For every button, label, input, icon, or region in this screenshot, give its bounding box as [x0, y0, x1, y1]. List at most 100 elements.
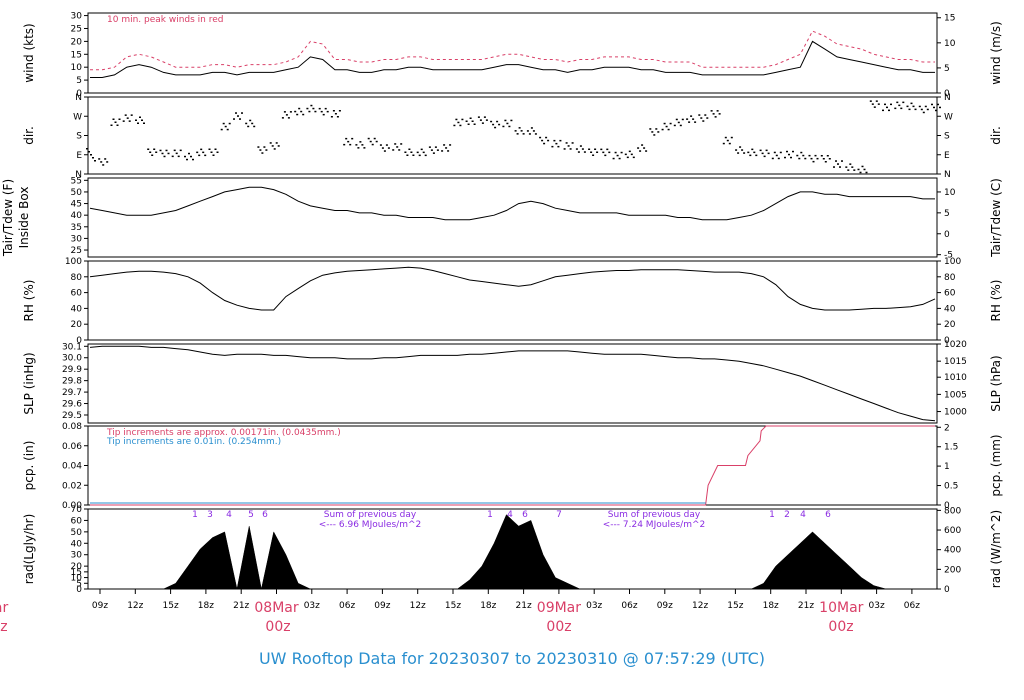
dir-point: [837, 163, 839, 165]
dir-point: [920, 108, 923, 111]
dir-point: [198, 154, 201, 157]
dir-point: [553, 139, 556, 142]
dir-point: [822, 158, 825, 160]
y-tick-label-right: 5: [944, 64, 950, 74]
dir-point: [665, 125, 668, 128]
dir-point: [655, 128, 658, 130]
dir-point: [702, 120, 705, 122]
dir-point: [686, 118, 689, 120]
dir-point: [790, 156, 792, 159]
dir-point: [494, 126, 497, 129]
x-tick-label: 09z: [92, 601, 108, 611]
y-tick-label-left: S: [76, 132, 82, 142]
y-tick-label-left: 60: [71, 289, 83, 299]
dir-point: [765, 149, 768, 152]
dir-point: [196, 151, 199, 154]
dir-point: [828, 158, 831, 160]
dir-point: [361, 144, 364, 146]
dir-point: [90, 154, 92, 156]
dir-point: [614, 151, 617, 154]
dir-point: [106, 161, 109, 163]
x-tick-label: 06z: [621, 601, 637, 611]
dir-point: [581, 148, 584, 150]
series-line: [89, 345, 936, 422]
y-tick-label-right: 200: [944, 565, 961, 575]
y-tick-label-right: 20: [944, 320, 956, 330]
rad-hour-mark: 6: [522, 510, 528, 520]
x-tick-label: 03z: [586, 601, 602, 611]
y-tick-label-left: 60: [71, 516, 83, 526]
dir-point: [432, 152, 435, 154]
y-axis-label-left: RH (%): [22, 280, 36, 322]
dir-point: [418, 154, 421, 157]
dir-point: [618, 157, 621, 160]
y-tick-label-left: N: [75, 170, 82, 180]
series-area: [90, 514, 935, 590]
dir-point: [726, 139, 729, 142]
y-tick-label-right: S: [944, 132, 950, 142]
dir-point: [490, 120, 493, 123]
dir-point: [588, 148, 591, 150]
dir-point: [116, 124, 119, 126]
dir-point: [637, 147, 640, 149]
x-tick-label: 12z: [127, 601, 143, 611]
series-line: [90, 40, 935, 78]
dir-point: [186, 158, 188, 161]
annotation-text: 10 min. peak winds in red: [107, 15, 224, 25]
dir-point: [616, 154, 619, 157]
dir-point: [875, 100, 878, 102]
series-line: [90, 425, 935, 506]
x-tick-label: 03z: [304, 601, 320, 611]
dir-point: [784, 156, 786, 159]
dir-point: [212, 154, 215, 156]
y-tick-label-left: 10: [71, 574, 83, 584]
dir-point: [543, 142, 546, 145]
dir-point: [467, 123, 470, 125]
rad-hour-mark: 1: [192, 510, 198, 520]
dir-point: [939, 106, 941, 109]
dir-point: [539, 136, 542, 139]
dir-point: [557, 145, 560, 148]
dir-point: [126, 117, 129, 119]
y-tick-label-right: 0: [944, 230, 950, 240]
dir-point: [522, 133, 525, 135]
dir-point: [798, 157, 801, 160]
dir-point: [387, 147, 390, 149]
rad-hour-mark: 4: [226, 510, 232, 520]
dir-point: [322, 113, 325, 116]
y-tick-label-left: 20: [71, 562, 83, 572]
dir-point: [888, 109, 890, 112]
y-tick-label-left: 20: [71, 320, 83, 330]
dir-point: [202, 151, 205, 154]
rad-hour-mark: 4: [800, 510, 806, 520]
dir-point: [296, 113, 299, 116]
dir-point: [477, 116, 480, 118]
sum-note-value: <--- 6.96 MJoules/m^2: [319, 520, 421, 530]
dir-point: [567, 145, 570, 147]
y-tick-label-right: 1000: [944, 408, 967, 418]
dir-point: [865, 171, 868, 174]
dir-point: [812, 160, 815, 163]
dir-point: [428, 146, 431, 148]
dir-point: [175, 152, 178, 155]
dir-point: [602, 151, 605, 154]
dir-point: [310, 104, 313, 107]
y-axis-label-left: SLP (inHg): [22, 352, 36, 414]
dir-point: [379, 144, 382, 146]
dir-point: [159, 149, 162, 152]
dir-point: [208, 148, 211, 150]
dir-point: [724, 136, 727, 139]
dir-point: [833, 166, 835, 168]
dir-point: [749, 154, 752, 157]
y-axis-label-right: SLP (hPa): [989, 355, 1003, 411]
dir-point: [704, 114, 707, 116]
dir-point: [249, 119, 252, 122]
dir-point: [318, 107, 321, 110]
dir-point: [604, 154, 607, 157]
dir-point: [657, 131, 660, 133]
y-tick-label-left: 5: [76, 579, 82, 589]
dir-point: [896, 101, 899, 104]
dir-point: [820, 155, 823, 157]
x-tick-label: 21z: [233, 601, 249, 611]
panel-frame: [87, 343, 938, 424]
